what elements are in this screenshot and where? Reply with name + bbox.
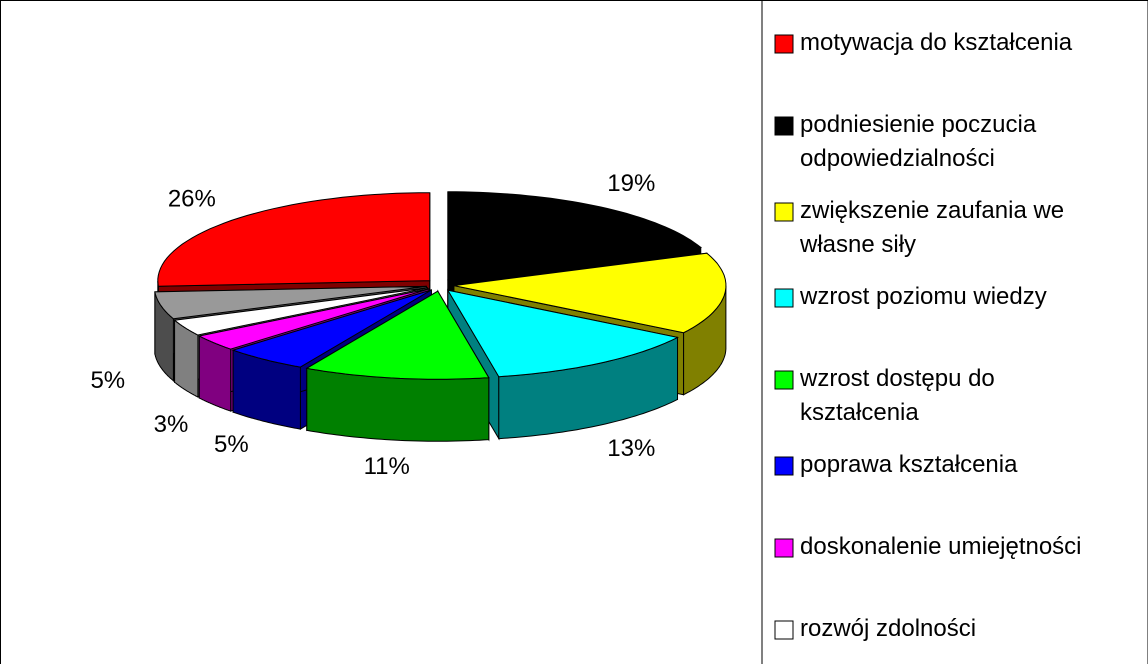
- legend-swatch: [774, 456, 794, 476]
- legend-label: rozwój zdolności: [800, 615, 976, 642]
- slice: [173, 287, 428, 336]
- legend-swatch: [774, 620, 794, 640]
- slice: [305, 290, 490, 380]
- slice: [231, 289, 432, 368]
- legend-swatch: [774, 34, 794, 54]
- legend-label: zwiększenie zaufania we własne siły: [799, 197, 1064, 258]
- data-label: 5%: [90, 367, 125, 394]
- slice: [157, 192, 431, 287]
- legend-swatch: [774, 202, 794, 222]
- legend-label: podniesienie poczucia odpowiedzialności: [800, 111, 1037, 172]
- data-label: 13%: [607, 435, 655, 462]
- slice: [446, 289, 680, 378]
- legend-label: motywacja do kształcenia: [800, 29, 1073, 56]
- legend-label: wzrost poziomu wiedzy: [799, 283, 1047, 310]
- slice: [447, 191, 703, 281]
- legend-swatch: [774, 538, 794, 558]
- legend: motywacja do kształcenia podniesienie poc…: [761, 0, 1148, 664]
- legend-label: wzrost dostępu do kształcenia: [799, 365, 995, 426]
- pie: 26%19%1513%11%5%3%5%: [90, 170, 792, 480]
- legend-swatch: [774, 370, 794, 390]
- data-label: 19%: [607, 170, 655, 197]
- legend-label: doskonalenie umiejętności: [800, 533, 1082, 560]
- data-label: 3%: [154, 411, 189, 438]
- data-label: 5%: [214, 431, 249, 458]
- data-label: 11%: [364, 453, 410, 480]
- slice: [154, 285, 427, 320]
- data-label: 26%: [168, 186, 216, 213]
- legend-swatch: [774, 116, 794, 136]
- legend-box: [761, 0, 1148, 664]
- legend-swatch: [774, 288, 794, 308]
- legend-label: poprawa kształcenia: [800, 451, 1018, 478]
- slice: [197, 288, 430, 350]
- slice: [453, 252, 727, 334]
